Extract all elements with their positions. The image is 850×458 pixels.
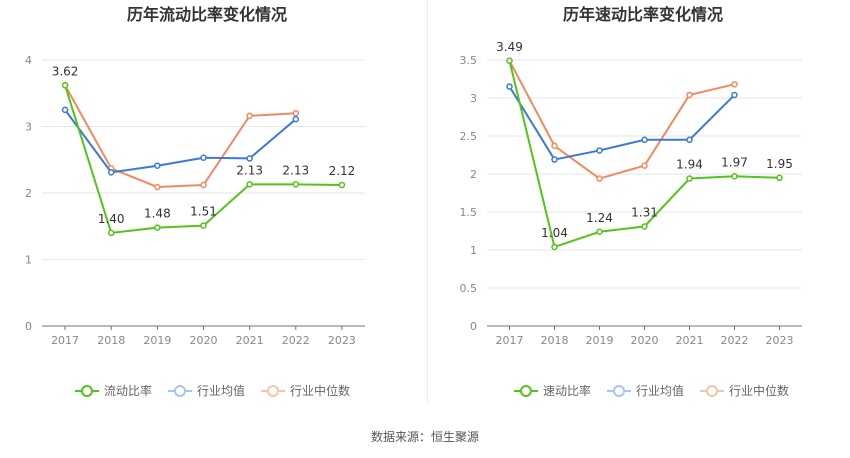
legend-marker-2[interactable] <box>706 385 718 397</box>
data-label: 1.04 <box>541 226 568 240</box>
y-tick-label: 1 <box>25 254 32 267</box>
y-tick-label: 1 <box>470 244 477 257</box>
x-tick-label: 2019 <box>586 334 614 347</box>
data-label: 1.31 <box>631 205 658 219</box>
y-tick-label: 4 <box>25 54 32 67</box>
data-source-label: 数据来源：恒生聚源 <box>370 430 479 444</box>
data-label: 1.94 <box>676 158 703 172</box>
data-label: 2.13 <box>236 163 263 177</box>
x-tick-label: 2017 <box>496 334 524 347</box>
x-tick-label: 2022 <box>282 334 310 347</box>
legend-marker-1[interactable] <box>613 385 625 397</box>
series-point-0[interactable] <box>200 222 207 229</box>
legend-marker-0[interactable] <box>520 385 532 397</box>
series-point-0[interactable] <box>246 181 253 188</box>
x-tick-label: 2019 <box>143 334 171 347</box>
x-tick-label: 2018 <box>541 334 569 347</box>
series-point-1[interactable] <box>551 156 558 163</box>
series-point-1[interactable] <box>731 91 738 99</box>
series-point-0[interactable] <box>292 181 300 188</box>
series-point-1[interactable] <box>61 106 69 114</box>
series-point-0[interactable] <box>154 224 161 231</box>
data-label: 1.95 <box>766 157 793 171</box>
series-point-1[interactable] <box>200 154 207 162</box>
series-point-2[interactable] <box>731 81 738 88</box>
series-point-2[interactable] <box>200 181 207 189</box>
y-tick-label: 2 <box>470 168 477 181</box>
data-label: 1.40 <box>98 212 125 226</box>
chart-divider <box>427 0 428 405</box>
data-label: 2.12 <box>329 164 356 178</box>
series-point-2[interactable] <box>596 175 603 182</box>
y-tick-label: 3 <box>470 92 477 105</box>
series-point-0[interactable] <box>506 57 513 65</box>
series-point-1[interactable] <box>596 147 603 154</box>
legend-label-1[interactable]: 行业均值 <box>636 383 684 398</box>
series-point-0[interactable] <box>641 223 648 230</box>
data-label: 1.51 <box>190 205 217 219</box>
x-tick-label: 2017 <box>51 334 79 347</box>
y-tick-label: 3 <box>25 121 32 134</box>
legend-marker-2[interactable] <box>267 385 279 397</box>
series-line-1 <box>64 109 297 174</box>
series-point-0[interactable] <box>731 173 738 180</box>
series-point-2[interactable] <box>246 112 253 120</box>
y-tick-label: 0 <box>25 320 32 333</box>
x-tick-label: 2022 <box>721 334 749 347</box>
series-point-2[interactable] <box>292 109 300 117</box>
series-point-1[interactable] <box>686 136 693 144</box>
series-point-1[interactable] <box>154 162 161 169</box>
data-label: 3.62 <box>52 64 79 78</box>
series-line-2 <box>508 60 735 180</box>
series-point-0[interactable] <box>107 229 115 237</box>
data-label: 1.24 <box>586 211 613 225</box>
series-line-1 <box>508 86 736 161</box>
series-point-1[interactable] <box>506 83 513 90</box>
series-point-0[interactable] <box>596 228 603 236</box>
legend-label-0[interactable]: 流动比率 <box>104 383 152 398</box>
series-point-2[interactable] <box>551 142 558 150</box>
x-tick-label: 2023 <box>766 334 794 347</box>
series-point-2[interactable] <box>154 183 161 191</box>
series-point-2[interactable] <box>686 91 693 99</box>
legend-label-2[interactable]: 行业中位数 <box>729 383 789 398</box>
data-label: 2.13 <box>282 163 309 177</box>
series-point-0[interactable] <box>338 181 346 189</box>
x-tick-label: 2020 <box>631 334 659 347</box>
chart-title-0: 历年流动比率变化情况 <box>127 5 287 24</box>
legend-marker-1[interactable] <box>174 385 186 397</box>
y-tick-label: 2.5 <box>460 130 478 143</box>
data-label: 1.48 <box>144 207 171 221</box>
data-label: 3.49 <box>496 40 523 54</box>
series-point-1[interactable] <box>246 155 253 162</box>
y-tick-label: 0 <box>470 320 477 333</box>
x-tick-label: 2018 <box>97 334 125 347</box>
series-point-0[interactable] <box>776 174 783 182</box>
series-point-0[interactable] <box>61 82 69 89</box>
series-point-0[interactable] <box>686 175 693 182</box>
series-point-1[interactable] <box>641 136 648 144</box>
y-tick-label: 0.5 <box>460 282 478 295</box>
y-tick-label: 2 <box>25 187 32 200</box>
legend-label-1[interactable]: 行业均值 <box>197 383 245 398</box>
y-tick-label: 3.5 <box>460 54 478 67</box>
series-point-1[interactable] <box>107 169 115 176</box>
legend-label-0[interactable]: 速动比率 <box>543 383 591 398</box>
legend-marker-0[interactable] <box>81 385 93 397</box>
x-tick-label: 2023 <box>328 334 356 347</box>
series-point-1[interactable] <box>292 115 300 123</box>
chart-title-1: 历年速动比率变化情况 <box>563 5 723 24</box>
data-label: 1.97 <box>721 155 748 169</box>
x-tick-label: 2021 <box>236 334 264 347</box>
x-tick-label: 2020 <box>190 334 218 347</box>
series-line-2 <box>64 84 296 189</box>
legend-label-2[interactable]: 行业中位数 <box>290 383 350 398</box>
series-point-2[interactable] <box>641 162 648 169</box>
y-tick-label: 1.5 <box>460 206 478 219</box>
series-point-0[interactable] <box>551 243 558 251</box>
x-tick-label: 2021 <box>676 334 704 347</box>
